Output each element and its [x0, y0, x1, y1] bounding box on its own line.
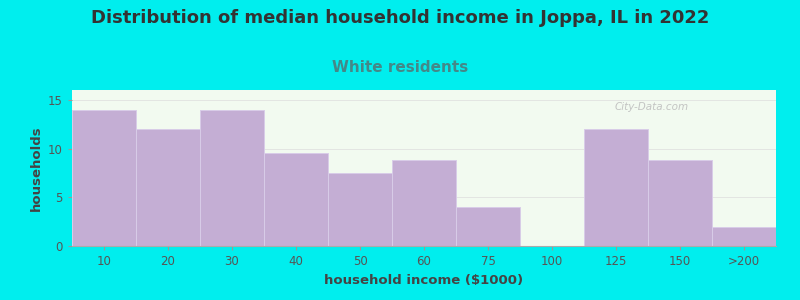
- Bar: [72, 110, 136, 246]
- Bar: [392, 160, 456, 246]
- Bar: [328, 173, 392, 246]
- Bar: [456, 207, 520, 246]
- Bar: [264, 153, 328, 246]
- Bar: [200, 110, 264, 246]
- X-axis label: household income ($1000): household income ($1000): [325, 274, 523, 286]
- Bar: [584, 129, 648, 246]
- Y-axis label: households: households: [30, 125, 42, 211]
- Bar: [648, 160, 712, 246]
- Text: Distribution of median household income in Joppa, IL in 2022: Distribution of median household income …: [91, 9, 709, 27]
- Bar: [712, 226, 776, 246]
- Text: City-Data.com: City-Data.com: [614, 103, 688, 112]
- Text: White residents: White residents: [332, 60, 468, 75]
- Bar: [136, 129, 200, 246]
